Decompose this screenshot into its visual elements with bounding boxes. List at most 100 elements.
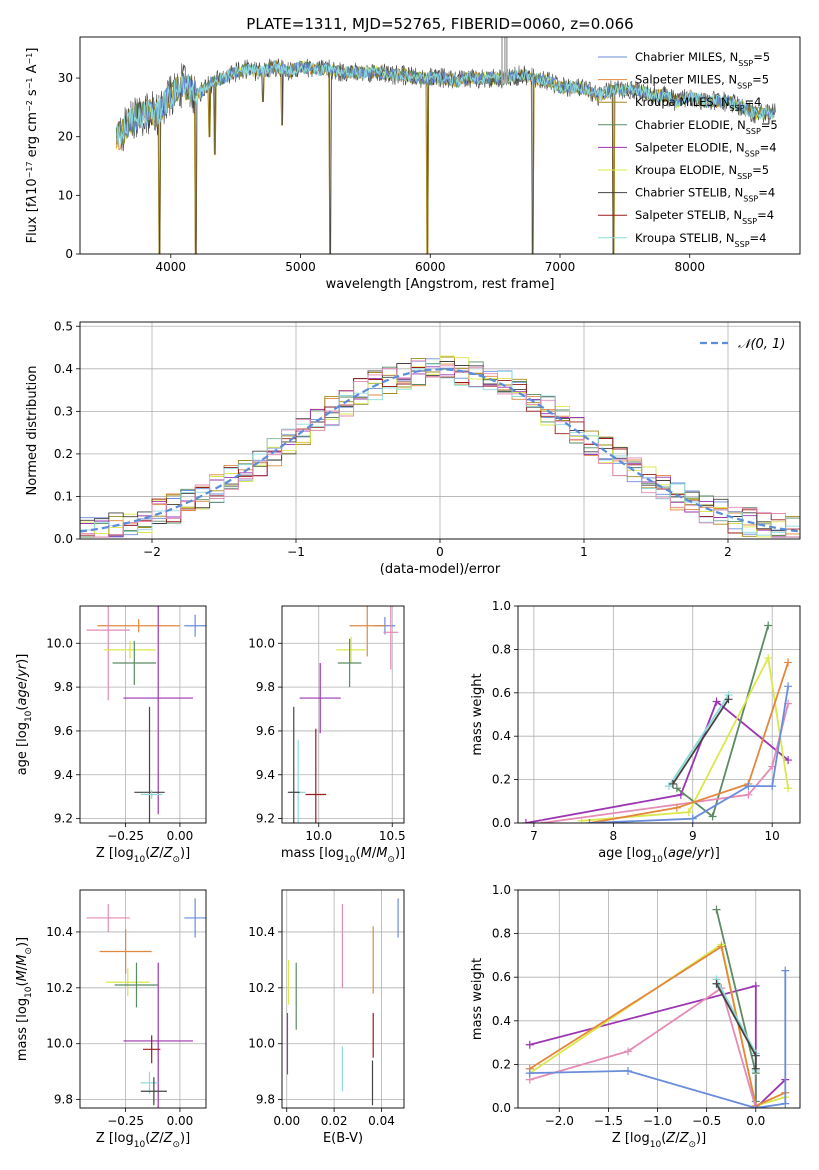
- legend-entry: Chabrier STELIB, NSSP=4: [635, 186, 775, 204]
- weight-marker: [521, 819, 530, 823]
- weight-marker: [751, 1051, 760, 1060]
- age-vs-z-panel: −0.25 0.00 9.2 9.4 9.6 9.8 10.0 Z [log10(Z/Z⊙)]…: [15, 605, 207, 865]
- residuals-panel: −2 −1 0 1 2 0.0 0.1 0.2 0.3 0.4 0.5 (data-model)/er…: [25, 319, 801, 577]
- weight-line-chabrier_stelib: [672, 698, 730, 785]
- y-tick-label: 10.4: [46, 925, 73, 939]
- errorbar-point: [112, 641, 157, 685]
- weight-marker: [712, 979, 721, 988]
- y-tick-label: 0.1: [54, 489, 73, 503]
- age-vs-mass-panel: 10.0 10.5 9.2 9.4 9.6 9.8 10.0 mass [log10(M/M⊙…: [248, 605, 406, 865]
- axes-frame: [79, 605, 207, 824]
- y-tick-label: 10.2: [46, 981, 73, 995]
- y-tick-label: 0.8: [492, 927, 511, 941]
- ticks: −0.25 0.00 9.2 9.4 9.6 9.8 10.0: [46, 636, 193, 843]
- errorbar-point: [103, 641, 157, 659]
- axes-frame: [281, 889, 405, 1109]
- x-tick-label: 10.5: [379, 829, 406, 843]
- weight-marker: [781, 1099, 790, 1108]
- errorbar-point: [143, 1035, 161, 1064]
- errorbar-point: [140, 1077, 167, 1106]
- x-axis-label: wavelength [Angstrom, rest frame]: [326, 277, 555, 292]
- y-tick-label: 0.6: [492, 686, 511, 700]
- y-tick-label: 0.4: [492, 1014, 511, 1028]
- legend-entry: Chabrier MILES, NSSP=5: [635, 50, 770, 68]
- legend-entry: Salpeter ELODIE, NSSP=4: [635, 140, 777, 158]
- errorbar-point: [337, 638, 362, 688]
- x-axis-label: E(B-V): [323, 1131, 363, 1146]
- y-tick-label: 0.2: [54, 447, 73, 461]
- x-tick-label: 7: [530, 829, 538, 843]
- mass-weight-vs-z-panel: −2.0 −1.5 −1.0 −0.5 0.0 0.0 0.2 0.4 0.6 0.8 1.0 Z […: [470, 883, 801, 1150]
- x-tick-label: 0.00: [167, 1114, 194, 1128]
- axes-frame: [79, 889, 207, 1109]
- errorbars: [86, 606, 206, 823]
- y-axis-label: mass weight: [470, 958, 485, 1040]
- y-tick-label: 10.0: [46, 1037, 73, 1051]
- weight-marker: [672, 803, 681, 812]
- y-tick-label: 10.0: [248, 1037, 275, 1051]
- weight-marker: [708, 812, 717, 821]
- x-axis-label: Z [log10(Z/Z⊙)]: [96, 846, 190, 865]
- x-tick-label: 1: [580, 545, 588, 559]
- x-tick-label: −2.0: [545, 1114, 574, 1128]
- ticks: −0.25 0.00 9.8 10.0 10.2 10.4: [46, 925, 193, 1128]
- errorbar-point: [336, 636, 366, 663]
- gaussian-curve: [80, 368, 800, 533]
- y-tick-label: 9.8: [256, 680, 275, 694]
- x-tick-label: 7000: [545, 260, 576, 274]
- weight-marker: [768, 782, 777, 791]
- mass-vs-ebv-panel: 0.00 0.02 0.04 9.8 10.0 10.2 10.4 E(B-V): [248, 889, 405, 1146]
- y-axis-label: Flux [fλ10−17 erg cm−2 s−1 A−1]: [25, 48, 41, 244]
- weight-marker: [624, 1047, 633, 1056]
- x-axis-label: Z [log10(Z/Z⊙)]: [96, 1131, 190, 1150]
- errorbar-point: [99, 929, 152, 974]
- weight-marker: [751, 981, 760, 990]
- weight-marker: [624, 1066, 633, 1075]
- histograms: [80, 355, 800, 538]
- y-axis-label: mass [log10(M/M⊙)]: [15, 937, 34, 1061]
- x-tick-label: 0.02: [321, 1114, 348, 1128]
- spectrum-line-kroupa_stelib: [115, 61, 776, 148]
- axes-frame: [517, 889, 801, 1109]
- errorbar-point: [134, 706, 165, 823]
- y-tick-label: 0.2: [492, 1057, 511, 1071]
- weight-marker: [672, 784, 681, 793]
- weight-line-salpeter_miles: [529, 945, 786, 1108]
- weight-marker: [781, 966, 790, 975]
- errorbar-point: [184, 614, 206, 637]
- weight-line-salpeter_elodie: [529, 984, 786, 1108]
- y-tick-label: 10.4: [248, 925, 275, 939]
- spectrum-lines: [115, 37, 776, 254]
- mass-weight-vs-age-panel: 7 8 9 10 0.0 0.2 0.4 0.6 0.8 1.0 age [log10(age/yr…: [470, 599, 801, 865]
- weight-marker: [744, 782, 753, 791]
- errorbar-point: [86, 903, 130, 932]
- errorbar-point: [299, 662, 341, 734]
- legend-entry: Salpeter MILES, NSSP=5: [635, 73, 769, 91]
- weight-line-salpeter_elodie: [525, 700, 789, 823]
- y-tick-label: 9.8: [54, 1093, 73, 1107]
- errorbar-point: [123, 606, 193, 815]
- errorbar-point: [184, 898, 206, 938]
- y-tick-label: 9.2: [256, 812, 275, 826]
- x-tick-label: −1.0: [643, 1114, 672, 1128]
- x-tick-label: 0.00: [167, 829, 194, 843]
- weight-marker: [537, 819, 546, 823]
- x-tick-label: 0.0: [746, 1114, 765, 1128]
- weight-marker: [668, 779, 677, 788]
- y-tick-label: 0.0: [54, 532, 73, 546]
- weight-line-kroupa_elodie: [581, 655, 789, 822]
- x-tick-label: −0.25: [107, 829, 144, 843]
- y-axis-label: age [log10(age/yr)]: [15, 654, 34, 776]
- x-tick-label: −1.5: [594, 1114, 623, 1128]
- errorbar-point: [114, 962, 159, 1008]
- weight-marker: [712, 697, 721, 706]
- y-tick-label: 9.8: [256, 1093, 275, 1107]
- ticks: 0.00 0.02 0.04 9.8 10.0 10.2 10.4: [248, 925, 395, 1128]
- y-tick-label: 9.4: [54, 768, 73, 782]
- x-tick-label: 9: [689, 829, 697, 843]
- y-tick-label: 0.2: [492, 773, 511, 787]
- y-tick-label: 0.4: [54, 362, 73, 376]
- y-axis-label: mass weight: [470, 673, 485, 755]
- x-tick-label: −0.25: [107, 1114, 144, 1128]
- errorbars: [86, 898, 206, 1108]
